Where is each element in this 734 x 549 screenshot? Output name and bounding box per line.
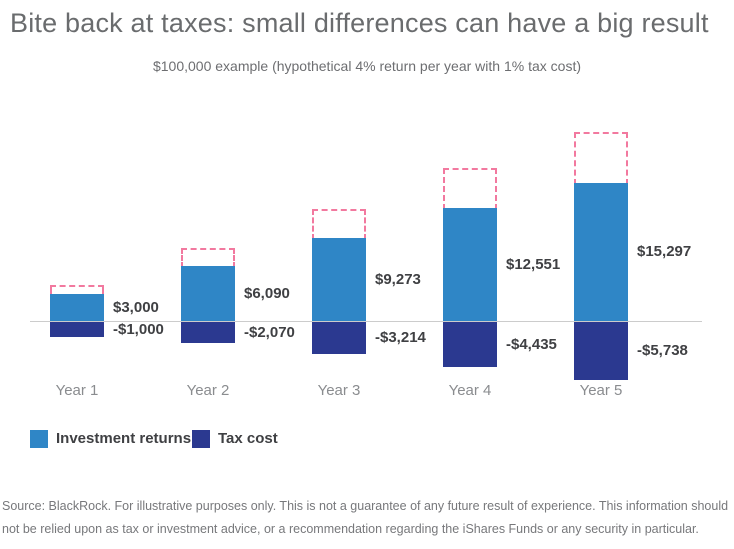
tax-cost-bar: [312, 322, 366, 354]
x-axis-label: Year 4: [448, 382, 492, 399]
axis-baseline: [30, 321, 702, 322]
tax-cost-bar: [181, 322, 235, 343]
tax-value-label: -$4,435: [506, 336, 557, 353]
returns-value-label: $6,090: [244, 285, 290, 302]
investment-returns-bar: [574, 183, 628, 321]
legend-label-investment-returns: Investment returns: [56, 430, 192, 447]
investment-returns-swatch-icon: [30, 429, 48, 448]
pretax-outline: [50, 285, 104, 296]
tax-value-label: -$5,738: [637, 342, 688, 359]
tax-cost-swatch-icon: [192, 429, 210, 448]
pretax-outline: [574, 132, 628, 185]
returns-value-label: $15,297: [637, 243, 692, 260]
returns-value-label: $12,551: [506, 256, 561, 273]
tax-value-label: -$1,000: [113, 321, 164, 338]
legend-item-investment-returns: Investment returns: [30, 429, 191, 448]
x-axis-label: Year 5: [579, 382, 623, 399]
tax-cost-bar: [443, 322, 497, 367]
tax-value-label: -$3,214: [375, 329, 426, 346]
pretax-outline: [443, 168, 497, 210]
x-axis-label: Year 2: [186, 382, 230, 399]
investment-returns-bar: [181, 266, 235, 321]
footer-disclaimer: Source: BlackRock. For illustrative purp…: [2, 499, 729, 536]
investment-returns-bar: [443, 208, 497, 321]
investment-returns-bar: [312, 238, 366, 321]
tax-cost-bar: [574, 322, 628, 380]
tax-value-label: -$2,070: [244, 324, 295, 341]
pretax-outline: [312, 209, 366, 240]
returns-value-label: $9,273: [375, 271, 421, 288]
legend-item-tax-cost: Tax cost: [192, 429, 278, 448]
legend-label-tax-cost: Tax cost: [218, 430, 278, 447]
page-title: Bite back at taxes: small differences ca…: [10, 8, 709, 38]
pretax-outline: [181, 248, 235, 268]
investment-returns-bar: [50, 294, 104, 321]
x-axis-label: Year 3: [317, 382, 361, 399]
tax-cost-bar: [50, 322, 104, 337]
legend: Investment returns Tax cost: [0, 429, 734, 449]
x-axis-label: Year 1: [55, 382, 99, 399]
returns-value-label: $3,000: [113, 299, 159, 316]
chart-subtitle: $100,000 example (hypothetical 4% return…: [152, 58, 581, 74]
